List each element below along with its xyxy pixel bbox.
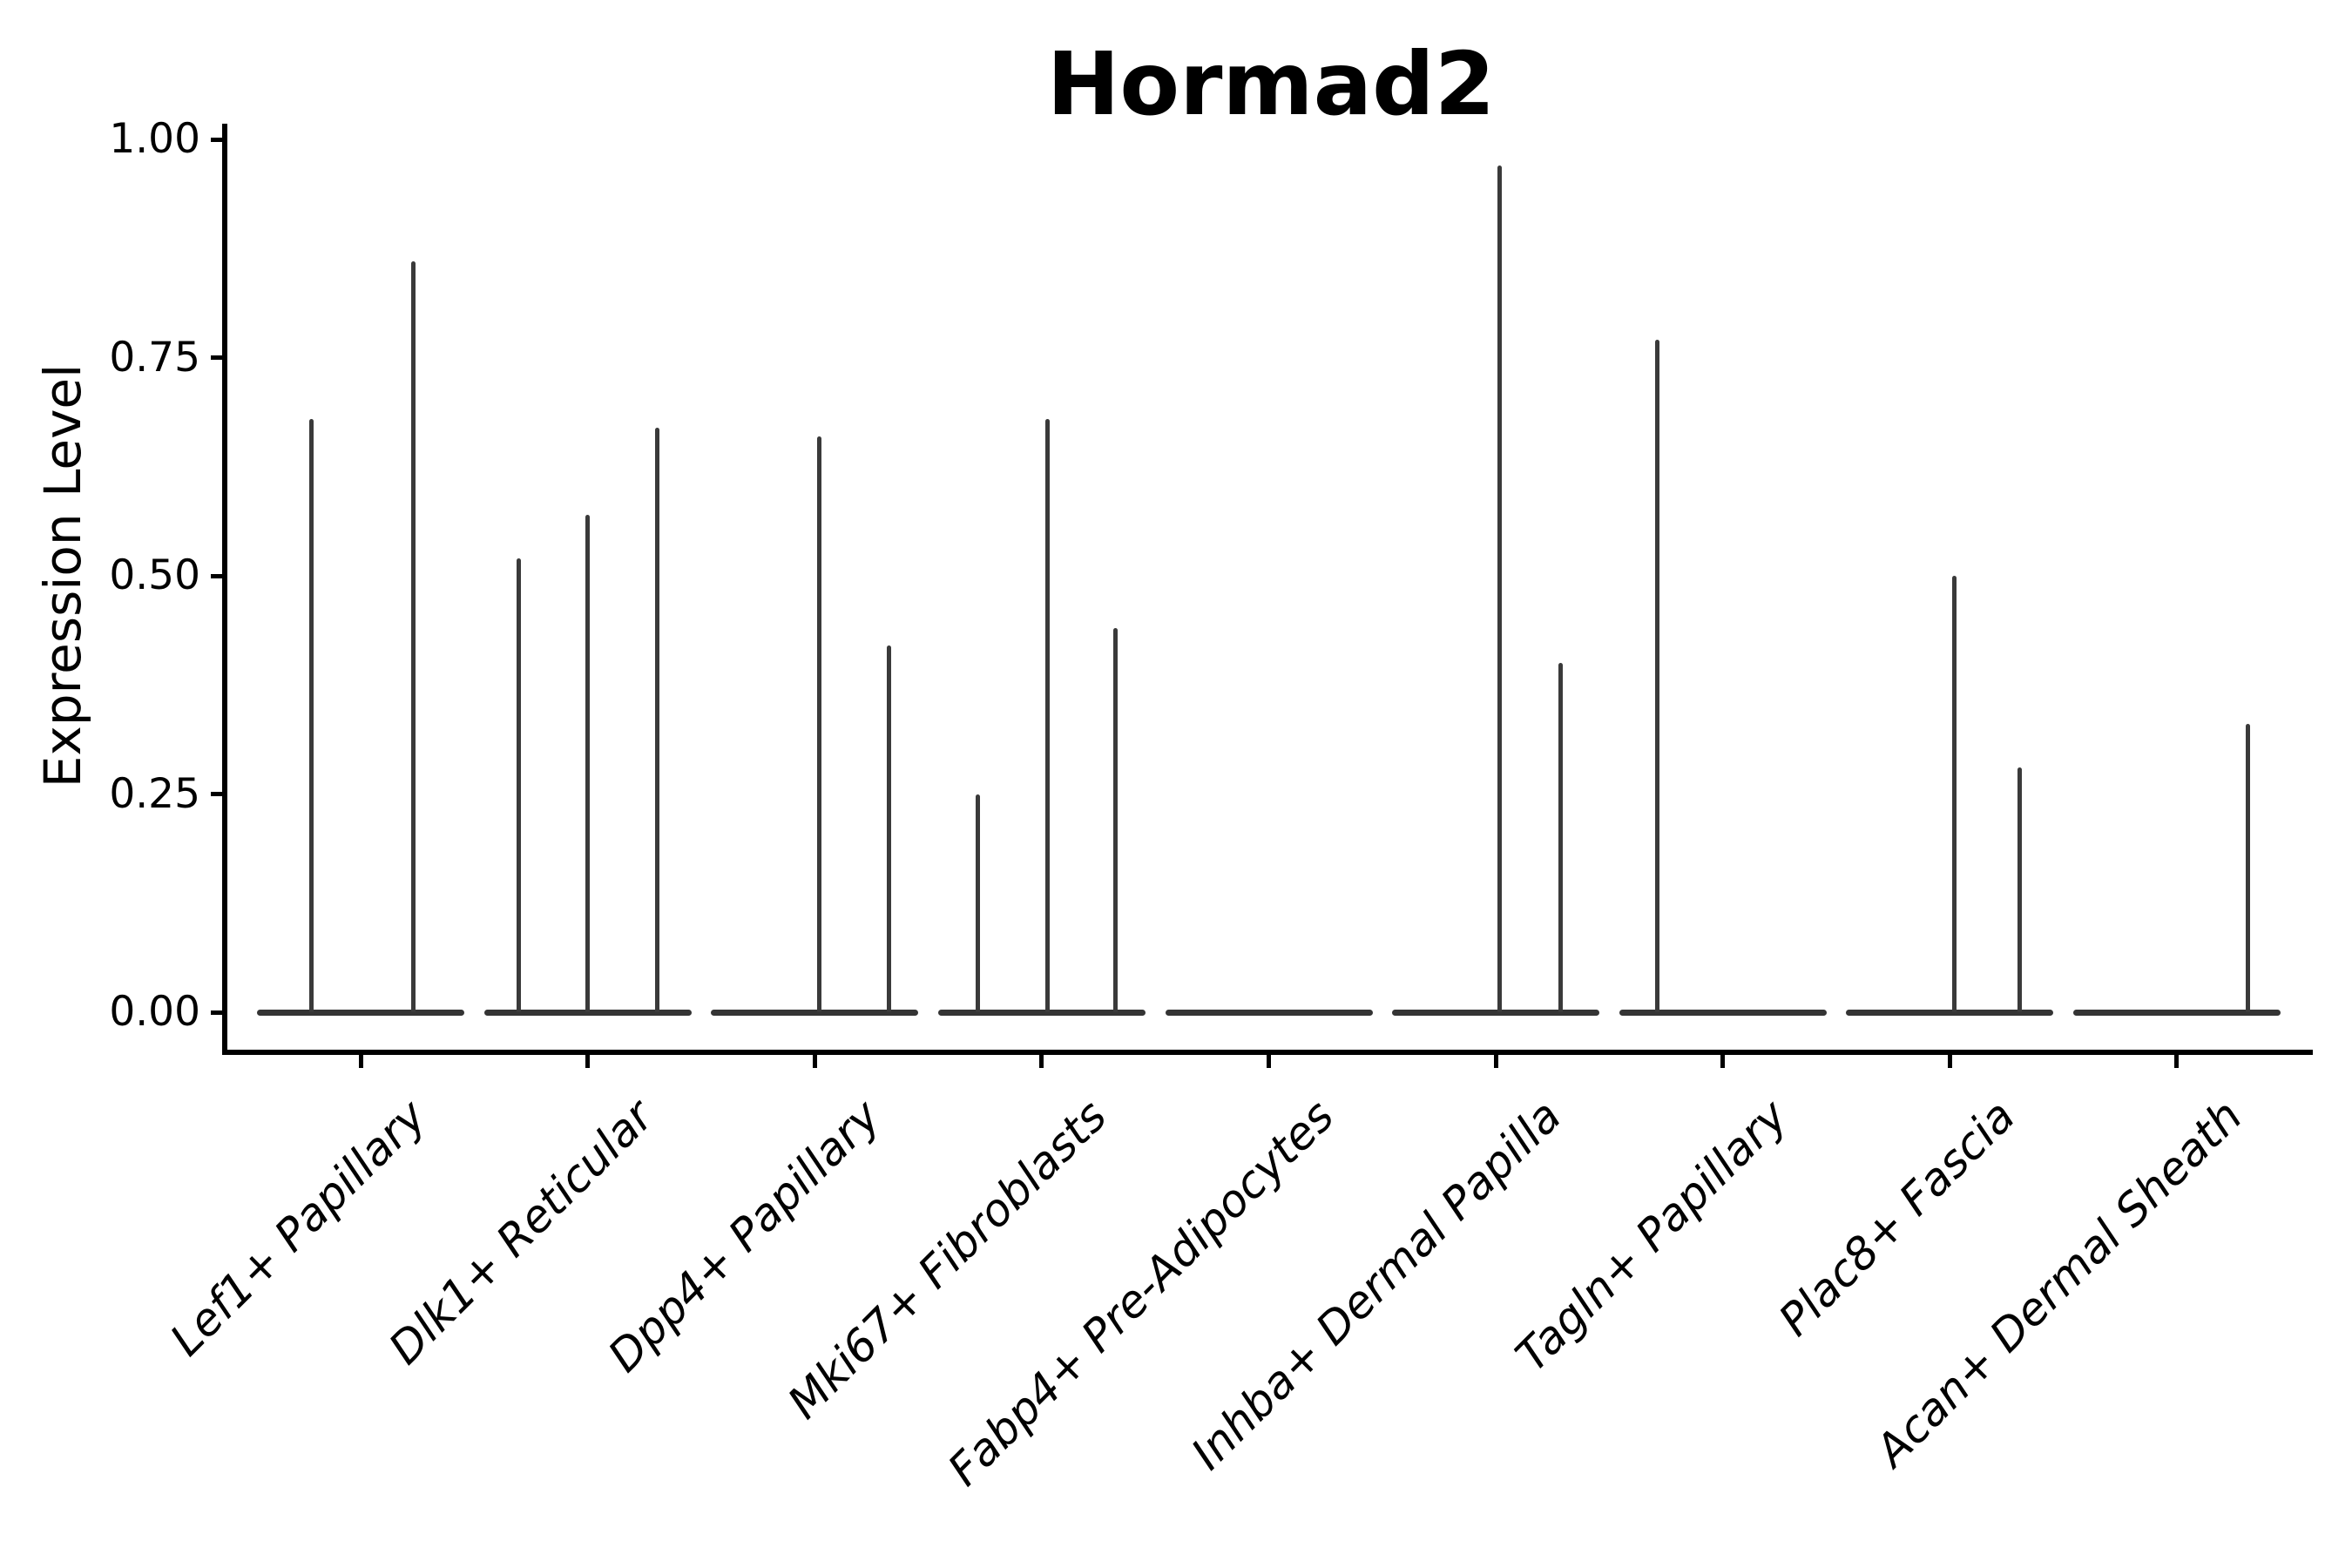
- y-tick: [211, 1010, 225, 1015]
- x-tick-label: Fabp4+ Pre-Adipocytes: [938, 1091, 1345, 1497]
- x-tick: [1947, 1055, 1952, 1068]
- violin-body: [1619, 1009, 1827, 1016]
- violin-body: [711, 1009, 919, 1016]
- violin-body: [937, 1009, 1146, 1016]
- x-tick: [1493, 1055, 1498, 1068]
- violin-spike: [655, 427, 660, 1012]
- violin-spike: [1951, 576, 1957, 1012]
- violin-spike: [976, 794, 981, 1012]
- y-tick-label: 1.00: [109, 115, 200, 163]
- violin-spike: [1497, 166, 1502, 1012]
- violin-spike: [2017, 767, 2022, 1012]
- y-tick: [211, 355, 225, 360]
- violin-spike: [1045, 418, 1051, 1012]
- violin-body: [483, 1009, 692, 1016]
- violin-body: [1165, 1009, 1373, 1016]
- violin-spike: [1558, 663, 1563, 1012]
- x-tick: [585, 1055, 591, 1068]
- violin-spike: [308, 418, 314, 1012]
- x-tick: [1720, 1055, 1726, 1068]
- violin-spike: [2246, 724, 2251, 1012]
- violin-spike: [517, 558, 522, 1012]
- y-tick: [211, 137, 225, 142]
- violin-body: [2072, 1009, 2281, 1016]
- x-tick-label: Inhba+ Dermal Papilla: [1181, 1091, 1571, 1481]
- violin-body: [257, 1009, 465, 1016]
- x-tick-label: Plac8+ Fascia: [1769, 1091, 2025, 1347]
- y-tick-label: 0.50: [109, 551, 200, 599]
- violin-body: [1846, 1009, 2054, 1016]
- violin-spike: [1113, 628, 1119, 1012]
- y-tick: [211, 573, 225, 578]
- x-tick: [1267, 1055, 1271, 1068]
- x-axis-spine: [222, 1050, 2313, 1055]
- y-tick: [211, 792, 225, 796]
- violin-spike: [886, 645, 891, 1012]
- x-tick: [1039, 1055, 1044, 1068]
- violin-spike: [585, 514, 591, 1012]
- x-tick: [358, 1055, 363, 1068]
- x-tick: [2174, 1055, 2180, 1068]
- y-tick-label: 0.25: [109, 769, 200, 818]
- y-tick-label: 0.75: [109, 333, 200, 382]
- x-tick-label: Acan+ Dermal Sheath: [1866, 1091, 2253, 1477]
- violin-spike: [816, 436, 821, 1012]
- violin-body: [1392, 1009, 1600, 1016]
- y-axis-spine: [222, 124, 227, 1055]
- x-tick: [812, 1055, 817, 1068]
- violin-spike: [410, 261, 416, 1012]
- y-tick-label: 0.00: [109, 988, 200, 1036]
- chart-title: Hormad2: [1046, 33, 1496, 135]
- violin-spike: [1655, 340, 1660, 1012]
